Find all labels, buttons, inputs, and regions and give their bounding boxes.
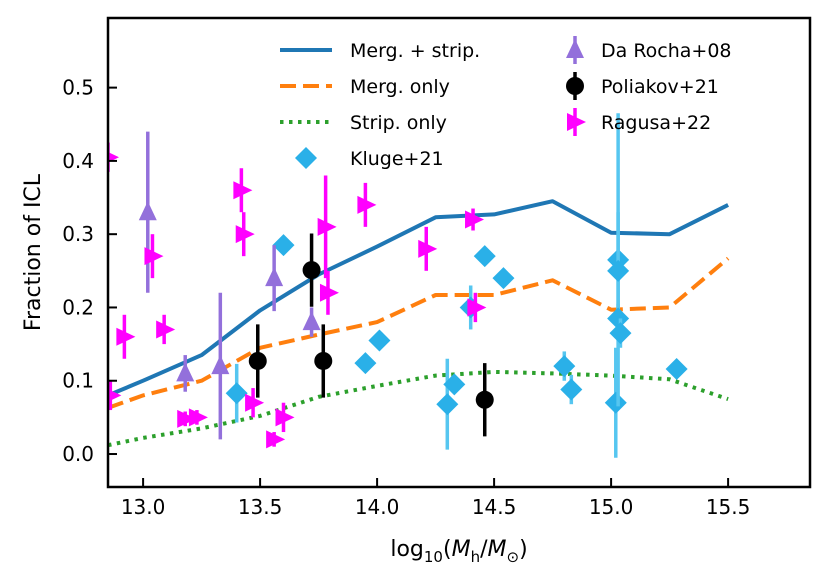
data-point bbox=[211, 355, 230, 375]
x-axis-label-den: M bbox=[488, 537, 507, 562]
y-axis-label: Fraction of ICL bbox=[21, 173, 46, 331]
x-axis-label-den-sub: ⊙ bbox=[506, 548, 519, 566]
x-axis-label-num-sub: h bbox=[471, 548, 481, 566]
data-point bbox=[235, 225, 255, 244]
axis-ticks: 13.0 13.5 14.0 14.5 15.0 15.5 0.0 0.1 0.2 0.3 0.4 0… bbox=[62, 76, 750, 519]
y-tick-label: 0.5 bbox=[62, 76, 94, 100]
x-tick-label: 13.5 bbox=[238, 495, 283, 519]
line-series-2 bbox=[108, 256, 730, 410]
x-axis-label: log10(Mh/M⊙) bbox=[390, 537, 527, 566]
y-tick-label: 0.3 bbox=[62, 222, 94, 246]
data-point bbox=[275, 408, 295, 427]
data-point bbox=[302, 261, 321, 280]
legend-label: Poliakov+21 bbox=[601, 76, 719, 98]
data-point bbox=[604, 391, 627, 414]
data-point bbox=[265, 267, 284, 287]
data-point bbox=[368, 329, 391, 352]
data-point bbox=[473, 245, 496, 268]
data-point bbox=[272, 234, 295, 257]
data-point bbox=[354, 352, 377, 375]
points-layer bbox=[108, 113, 688, 458]
data-point bbox=[225, 382, 248, 405]
plot-frame bbox=[106, 16, 812, 489]
data-point bbox=[467, 298, 487, 317]
legend-entry: Merg. only bbox=[280, 76, 450, 98]
legend-swatch bbox=[567, 113, 586, 131]
scatter-series-4 bbox=[108, 142, 487, 449]
data-point bbox=[609, 322, 632, 345]
data-point bbox=[245, 393, 265, 412]
legend-entry: Merg. + strip. bbox=[280, 40, 480, 62]
data-point bbox=[314, 351, 333, 370]
x-tick-label: 15.0 bbox=[589, 495, 634, 519]
x-tick-label: 15.5 bbox=[706, 495, 751, 519]
data-point bbox=[108, 389, 122, 402]
data-point bbox=[475, 390, 494, 409]
legend-swatch bbox=[566, 77, 584, 95]
data-point bbox=[665, 358, 688, 381]
legend-label: Ragusa+22 bbox=[601, 112, 711, 134]
data-point bbox=[108, 152, 119, 163]
x-axis-label-func-sub: 10 bbox=[424, 548, 443, 566]
line-series-1 bbox=[108, 199, 729, 398]
scatter-series-2 bbox=[138, 131, 321, 440]
data-point bbox=[553, 355, 576, 378]
data-point bbox=[357, 195, 377, 214]
legend-entry: Da Rocha+08 bbox=[566, 36, 732, 64]
data-point bbox=[233, 181, 253, 200]
legend-label: Da Rocha+08 bbox=[601, 40, 732, 62]
data-point bbox=[188, 408, 208, 427]
data-point bbox=[607, 307, 630, 330]
data-point bbox=[607, 259, 630, 282]
y-tick-label: 0.0 bbox=[62, 442, 94, 466]
data-point bbox=[176, 362, 195, 382]
legend-swatch bbox=[566, 39, 584, 58]
data-point bbox=[465, 210, 485, 229]
data-point bbox=[266, 430, 286, 449]
scatter-series-3 bbox=[248, 233, 494, 437]
x-axis-label-num: M bbox=[452, 537, 471, 562]
data-point bbox=[177, 409, 197, 428]
legend-entry: Strip. only bbox=[280, 112, 447, 134]
x-axis-label-close: ) bbox=[519, 537, 528, 562]
data-point bbox=[443, 373, 466, 396]
y-tick-label: 0.4 bbox=[62, 149, 94, 173]
legend-label: Merg. only bbox=[350, 76, 450, 98]
data-point bbox=[560, 378, 583, 401]
x-tick-label: 14.0 bbox=[355, 495, 400, 519]
data-point bbox=[319, 283, 339, 302]
data-point bbox=[302, 311, 321, 331]
y-tick-label: 0.1 bbox=[62, 369, 94, 393]
data-point bbox=[138, 201, 157, 221]
y-tick-label: 0.2 bbox=[62, 295, 94, 319]
data-point bbox=[248, 351, 267, 370]
data-point bbox=[436, 393, 459, 416]
x-axis-label-func: log bbox=[390, 537, 424, 562]
data-point bbox=[317, 217, 337, 236]
x-axis-label-slash: / bbox=[480, 537, 488, 562]
legend-label: Strip. only bbox=[350, 112, 447, 134]
legend-entry: Poliakov+21 bbox=[566, 72, 719, 100]
data-point bbox=[492, 267, 515, 290]
scatter-series-1 bbox=[225, 113, 688, 458]
legend-label: Kluge+21 bbox=[350, 148, 444, 170]
data-point bbox=[156, 320, 176, 339]
data-point bbox=[116, 327, 136, 346]
x-tick-label: 14.5 bbox=[472, 495, 517, 519]
x-axis-label-open: ( bbox=[443, 537, 452, 562]
data-point bbox=[144, 247, 164, 266]
legend-swatch bbox=[295, 147, 317, 169]
legend-label: Merg. + strip. bbox=[350, 40, 480, 62]
data-point bbox=[418, 239, 438, 258]
legend-entry: Ragusa+22 bbox=[567, 108, 711, 136]
legend: Merg. + strip. Merg. only Strip. only Kluge… bbox=[280, 36, 732, 170]
x-tick-label: 13.0 bbox=[121, 495, 166, 519]
legend-entry: Kluge+21 bbox=[295, 147, 444, 170]
series-layer bbox=[108, 199, 730, 448]
